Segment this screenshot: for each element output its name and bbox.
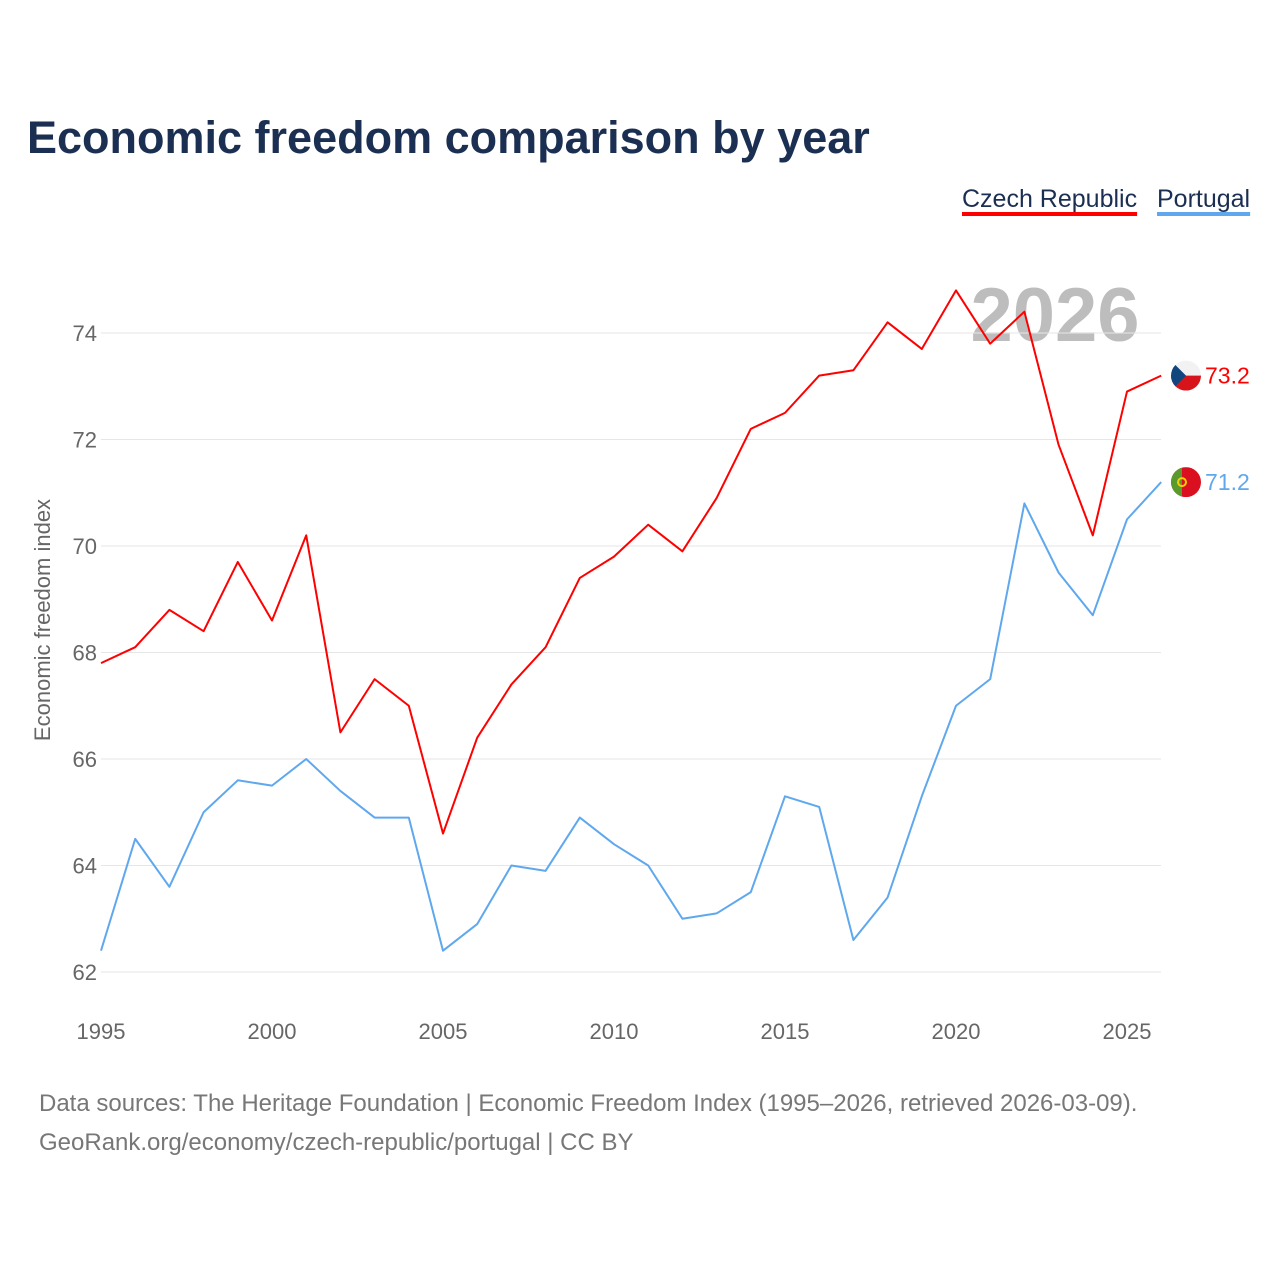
- legend-item-czech-republic[interactable]: Czech Republic: [962, 185, 1137, 213]
- y-tick-label: 74: [73, 321, 97, 346]
- end-value-label: 73.2: [1205, 363, 1250, 389]
- end-value-label: 71.2: [1205, 469, 1250, 495]
- y-tick-label: 64: [73, 854, 97, 879]
- y-tick-label: 66: [73, 747, 97, 772]
- chart-title: Economic freedom comparison by year: [27, 112, 870, 163]
- series-line-czech-republic: [100, 289, 1162, 835]
- series-lines: [100, 289, 1162, 952]
- legend-item-portugal[interactable]: Portugal: [1157, 185, 1250, 213]
- portugal-flag-icon: [1171, 467, 1201, 498]
- y-axis-label: Economic freedom index: [30, 499, 55, 741]
- x-tick-label: 2025: [1103, 1019, 1152, 1044]
- czech-flag-icon: [1171, 360, 1201, 391]
- x-tick-label: 2000: [248, 1019, 297, 1044]
- legend-swatch: [962, 212, 1138, 216]
- y-axis: 62 64 66 68 70 72 74: [73, 321, 97, 985]
- x-tick-label: 2005: [419, 1019, 468, 1044]
- footer-attribution: GeoRank.org/economy/czech-republic/portu…: [39, 1129, 634, 1156]
- watermark-year: 2026: [970, 273, 1139, 358]
- footer-sources: Data sources: The Heritage Foundation | …: [39, 1090, 1137, 1117]
- x-axis: 1995 2000 2005 2010 2015 2020 2025: [77, 1019, 1152, 1044]
- x-tick-label: 1995: [77, 1019, 126, 1044]
- y-tick-label: 68: [73, 641, 97, 666]
- y-tick-label: 70: [73, 534, 97, 559]
- x-tick-label: 2020: [932, 1019, 981, 1044]
- legend: Czech Republic Portugal: [962, 185, 1251, 216]
- gridlines: [101, 332, 1161, 973]
- series-line-portugal: [100, 481, 1162, 952]
- y-tick-label: 72: [73, 428, 97, 453]
- x-tick-label: 2010: [590, 1019, 639, 1044]
- legend-swatch: [1157, 212, 1251, 216]
- end-labels: 73.2 71.2: [1171, 360, 1250, 498]
- y-tick-label: 62: [73, 960, 97, 985]
- x-tick-label: 2015: [761, 1019, 810, 1044]
